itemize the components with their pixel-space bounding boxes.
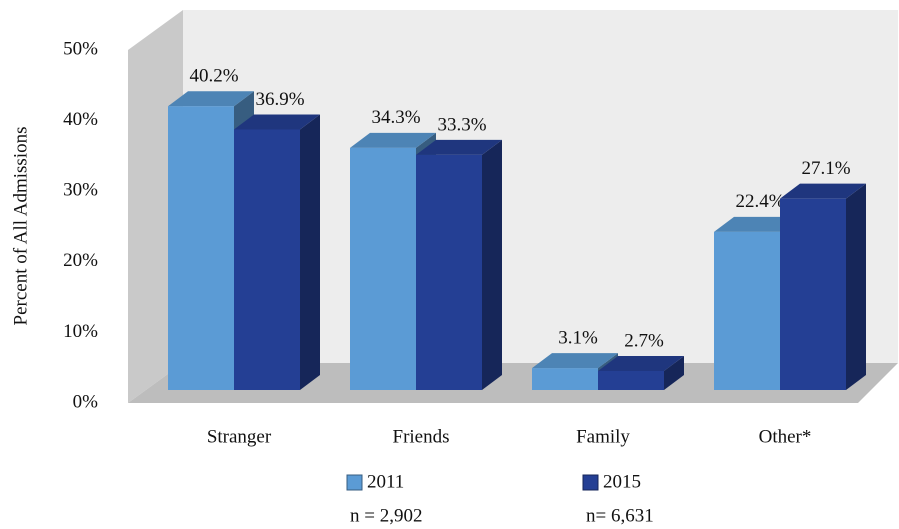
bar-top: [780, 183, 866, 199]
x-tick-label: Family: [576, 426, 630, 447]
value-label: 33.3%: [437, 114, 486, 135]
legend-note: n = 2,902: [350, 505, 422, 526]
bar: [714, 231, 780, 390]
bar: [598, 370, 664, 390]
x-tick-label: Friends: [393, 426, 450, 447]
bar: [416, 154, 482, 390]
y-tick-label: 40%: [63, 109, 98, 130]
value-label: 3.1%: [558, 327, 598, 348]
value-label: 2.7%: [624, 330, 664, 351]
bar-top: [350, 132, 436, 148]
bar: [780, 198, 846, 390]
bar-top: [234, 114, 320, 130]
bar-top: [532, 353, 618, 369]
bar-top: [416, 139, 502, 155]
bar-top: [598, 355, 684, 371]
value-label: 40.2%: [189, 66, 238, 87]
bar-top: [714, 216, 800, 232]
bar: [168, 106, 234, 391]
x-tick-label: Stranger: [207, 426, 272, 447]
legend-label: 2011: [367, 471, 404, 492]
value-label: 27.1%: [801, 158, 850, 179]
y-tick-label: 0%: [73, 391, 99, 412]
bar-side: [664, 355, 684, 390]
legend-swatch: [346, 474, 363, 491]
x-tick-label: Other*: [759, 426, 812, 447]
bar-side: [482, 139, 502, 390]
floor: [128, 363, 898, 403]
bar-side: [846, 183, 866, 390]
bar-side: [300, 114, 320, 391]
legend-label: 2015: [603, 471, 641, 492]
y-axis-label: Percent of All Admissions: [10, 127, 31, 326]
bar-top: [168, 91, 254, 107]
y-tick-label: 50%: [63, 38, 98, 59]
value-label: 22.4%: [735, 191, 784, 212]
y-tick-label: 20%: [63, 250, 98, 271]
legend-swatch: [582, 474, 599, 491]
value-label: 36.9%: [255, 89, 304, 110]
y-tick-label: 30%: [63, 180, 98, 201]
legend-note: n= 6,631: [586, 505, 654, 526]
bar: [234, 129, 300, 390]
y-tick-label: 10%: [63, 321, 98, 342]
value-label: 34.3%: [371, 107, 420, 128]
bar: [350, 147, 416, 390]
bar: [532, 368, 598, 390]
